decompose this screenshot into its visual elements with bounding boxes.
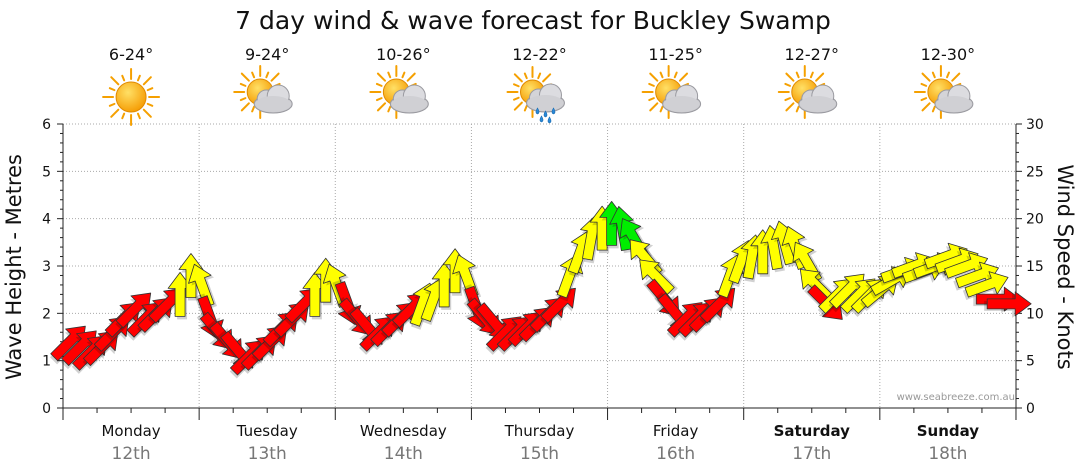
partly-cloudy-icon xyxy=(233,65,293,119)
left-tick-label: 4 xyxy=(42,212,51,228)
right-tick-label: 20 xyxy=(1026,212,1044,228)
left-tick-label: 1 xyxy=(42,354,51,370)
left-tick-label: 5 xyxy=(42,164,51,180)
day-name-label: Thursday xyxy=(504,422,575,440)
watermark: www.seabreeze.com.au xyxy=(897,392,1015,403)
showers-icon xyxy=(506,66,565,124)
wind-arrow xyxy=(962,271,1009,301)
day-temperature: 12-22° xyxy=(512,45,567,64)
day-name-label: Monday xyxy=(101,422,160,440)
day-date-label: 16th xyxy=(656,444,695,464)
partly-cloudy-icon xyxy=(369,65,429,119)
wind-arrow xyxy=(984,291,1032,318)
day-name-label: Saturday xyxy=(774,422,851,440)
chart-title: 7 day wind & wave forecast for Buckley S… xyxy=(235,6,831,35)
day-temperature: 12-27° xyxy=(785,45,840,64)
day-date-label: 14th xyxy=(384,444,423,464)
right-tick-label: 10 xyxy=(1026,306,1044,322)
sunny-icon xyxy=(102,68,161,126)
left-axis-title: Wave Height - Metres xyxy=(2,154,26,380)
day-date-label: 13th xyxy=(248,444,287,464)
left-tick-label: 3 xyxy=(42,259,51,275)
right-tick-label: 25 xyxy=(1026,164,1044,180)
right-tick-label: 5 xyxy=(1026,354,1035,370)
wind-arrows xyxy=(50,200,1032,379)
day-name-label: Wednesday xyxy=(360,422,447,440)
left-tick-label: 6 xyxy=(42,117,51,133)
wind-arrow xyxy=(639,259,678,296)
day-temperature: 6-24° xyxy=(109,45,153,64)
right-tick-label: 30 xyxy=(1026,117,1044,133)
day-temperature: 10-26° xyxy=(376,45,431,64)
chart-grid xyxy=(63,123,1016,408)
day-date-label: 18th xyxy=(928,444,967,464)
daily-summary-row: 6-24° 9-24° 10-26° 12-22° 11-25° 12-27° 12-30° xyxy=(102,45,976,126)
day-temperature: 9-24° xyxy=(245,45,289,64)
day-date-label: 12th xyxy=(112,444,151,464)
chart-axes: 0 1 2 3 4 5 6 0 5 10 15 20 25 30 xyxy=(42,117,1044,420)
partly-cloudy-icon xyxy=(641,65,702,119)
partly-cloudy-icon xyxy=(777,65,838,119)
day-temperature: 12-30° xyxy=(921,45,976,64)
day-date-label: 17th xyxy=(792,444,831,464)
left-tick-label: 2 xyxy=(42,306,51,322)
day-date-label: 15th xyxy=(520,444,559,464)
right-axis-title: Wind Speed - Knots xyxy=(1053,164,1077,369)
day-temperature: 11-25° xyxy=(648,45,703,64)
right-tick-label: 0 xyxy=(1026,401,1035,417)
day-name-label: Sunday xyxy=(917,422,980,440)
right-tick-label: 15 xyxy=(1026,259,1044,275)
day-labels: Monday 12th Tuesday 13th Wednesday 14th Thursd… xyxy=(101,422,979,464)
day-name-label: Friday xyxy=(653,422,699,440)
partly-cloudy-icon xyxy=(913,65,974,119)
day-name-label: Tuesday xyxy=(236,422,298,440)
left-tick-label: 0 xyxy=(42,401,51,417)
